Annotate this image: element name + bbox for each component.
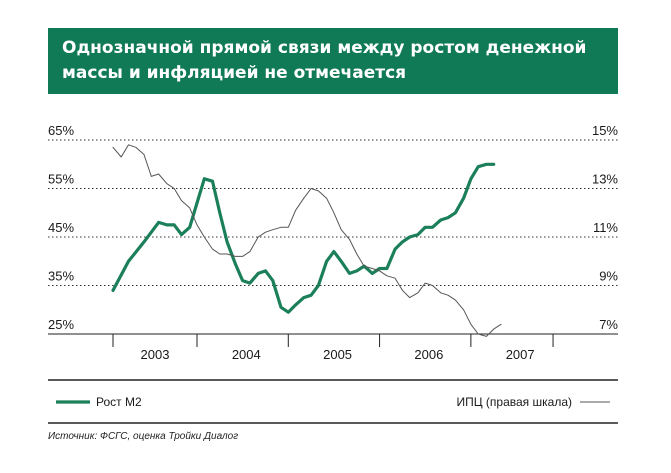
- right-tick-label: 7%: [599, 317, 618, 332]
- left-tick-label: 45%: [48, 220, 74, 235]
- right-tick-label: 15%: [592, 123, 618, 138]
- legend: Рост М2 ИПЦ (правая шкала): [48, 379, 618, 424]
- x-tick-label: 2005: [323, 347, 352, 362]
- right-tick-label: 13%: [592, 172, 618, 187]
- legend-m2-label: Рост М2: [96, 395, 142, 409]
- right-tick-label: 9%: [599, 269, 618, 284]
- x-tick-label: 2004: [232, 347, 261, 362]
- series-cpi-line: [112, 144, 502, 337]
- left-tick-label: 35%: [48, 269, 74, 284]
- x-tick-label: 2007: [506, 347, 535, 362]
- grid-lines: [48, 139, 618, 335]
- x-axis-ticks: 2003 2004 2005 2006 2007: [112, 334, 554, 362]
- right-tick-label: 11%: [593, 220, 618, 235]
- series-m2-line: [111, 162, 496, 314]
- left-tick-label: 65%: [48, 123, 74, 138]
- right-axis-ticks: 15% 13% 11% 9% 7%: [592, 123, 618, 332]
- series-lines: [111, 144, 502, 337]
- left-tick-label: 25%: [48, 317, 74, 332]
- x-tick-label: 2006: [414, 347, 443, 362]
- legend-cpi-label: ИПЦ (правая шкала): [456, 395, 572, 409]
- chart-title-line-1: Однозначной прямой связи между ростом де…: [62, 38, 587, 58]
- x-tick-label: 2003: [141, 347, 170, 362]
- chart-title-banner: Однозначной прямой связи между ростом де…: [48, 28, 618, 94]
- left-tick-label: 55%: [48, 172, 74, 187]
- chart-title-line-2: массы и инфляцией не отмечается: [62, 63, 407, 83]
- left-axis-ticks: 65% 55% 45% 35% 25%: [48, 123, 74, 332]
- source-note: Источник: ФСГС, оценка Тройки Диалог: [48, 431, 239, 442]
